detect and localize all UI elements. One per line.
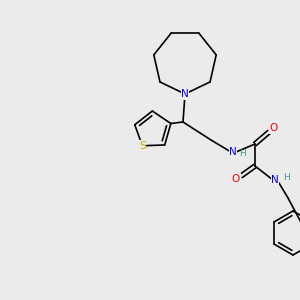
Text: O: O — [270, 123, 278, 133]
Text: N: N — [181, 89, 189, 99]
Text: O: O — [232, 174, 240, 184]
Text: H: H — [283, 172, 290, 182]
Text: S: S — [139, 141, 146, 151]
Text: H: H — [239, 149, 246, 158]
Text: N: N — [229, 147, 237, 157]
Text: N: N — [271, 175, 279, 185]
